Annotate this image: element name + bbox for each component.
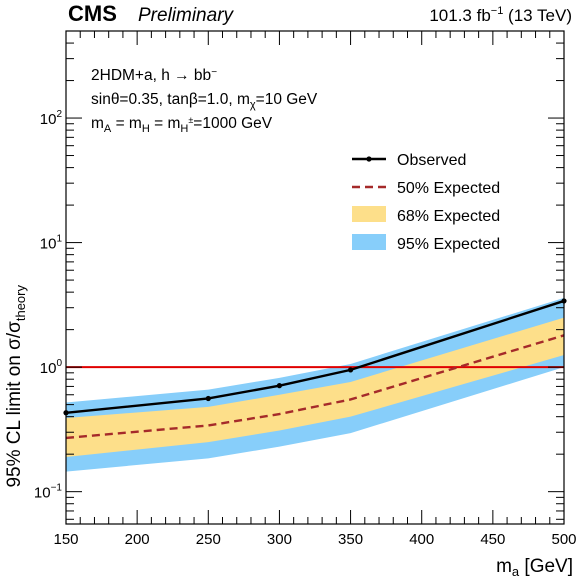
lumi-label: 101.3 fb−1 (13 TeV) xyxy=(429,5,572,25)
lines-layer xyxy=(63,298,567,440)
legend: Observed 50% Expected 68% Expected 95% E… xyxy=(352,152,500,253)
legend-68-label: 68% Expected xyxy=(397,208,500,225)
info-masses: mA = mH = mH±=1000 GeV xyxy=(91,115,273,135)
y-tick-label: 102 xyxy=(40,109,63,128)
y-tick-label: 10−1 xyxy=(34,483,63,502)
info-params: sinθ=0.35, tanβ=1.0, mχ=10 GeV xyxy=(91,91,318,111)
legend-observed-label: Observed xyxy=(397,152,466,169)
legend-expected-label: 50% Expected xyxy=(397,180,500,197)
x-tick-label: 500 xyxy=(551,531,576,548)
ticks-layer: 150 200 250 300 350 400 450 500 10−1 100 101 102 xyxy=(34,30,577,548)
expected-median-line xyxy=(65,334,565,440)
observed-point xyxy=(347,367,354,373)
x-tick-label: 250 xyxy=(196,531,221,548)
x-tick-label: 200 xyxy=(125,531,150,548)
preliminary-label: Preliminary xyxy=(138,5,235,26)
y-axis-label: 95% CL limit on σ/σtheory xyxy=(4,285,28,488)
x-tick-label: 150 xyxy=(53,531,78,548)
y-tick-label: 100 xyxy=(40,358,63,377)
x-tick-label: 400 xyxy=(409,531,434,548)
cms-label: CMS xyxy=(68,1,117,26)
legend-95-swatch xyxy=(352,234,386,250)
x-tick-label: 450 xyxy=(480,531,505,548)
info-model: 2HDM+a, h → bb− xyxy=(91,67,217,84)
x-tick-label: 300 xyxy=(267,531,292,548)
legend-68-swatch xyxy=(352,206,386,222)
band-68-expected xyxy=(66,317,564,457)
legend-95-label: 95% Expected xyxy=(397,236,500,253)
y-tick-label: 101 xyxy=(40,234,63,253)
x-axis-label: ma [GeV] xyxy=(496,556,573,576)
plot-frame xyxy=(65,30,565,525)
x-tick-label: 350 xyxy=(338,531,363,548)
observed-point xyxy=(205,395,211,402)
legend-observed-marker xyxy=(366,156,372,162)
observed-point xyxy=(276,383,283,389)
